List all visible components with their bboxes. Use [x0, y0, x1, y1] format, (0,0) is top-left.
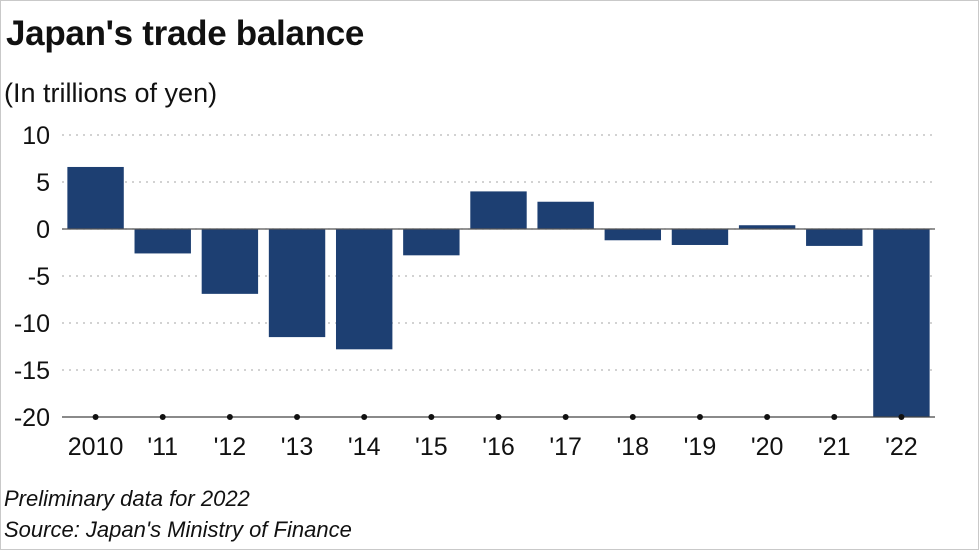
chart-subtitle: (In trillions of yen)	[4, 78, 218, 108]
x-tick-dot	[562, 414, 569, 420]
bar-12	[201, 229, 259, 294]
x-tick-label: '19	[684, 433, 717, 461]
x-tick-dot	[898, 414, 905, 420]
x-tick-label: '22	[885, 433, 918, 461]
x-tick-dot	[831, 414, 838, 420]
y-tick-label: -15	[14, 357, 50, 385]
x-tick-dot	[92, 414, 99, 420]
x-tick-label: '14	[348, 433, 381, 461]
x-tick-dot	[361, 414, 368, 420]
grid-lines	[62, 134, 935, 371]
bar-17	[537, 201, 594, 229]
y-tick-label: 10	[22, 122, 50, 150]
x-tick-label: '13	[281, 433, 314, 461]
y-tick-label: -10	[14, 310, 50, 338]
x-tick-label: 2010	[68, 433, 124, 461]
bar-16	[470, 191, 527, 229]
x-tick-label: '21	[818, 433, 851, 461]
y-tick-label: 5	[36, 169, 50, 197]
x-tick-dot	[629, 414, 636, 420]
y-tick-label: 0	[36, 216, 50, 244]
x-tick-label: '16	[482, 433, 515, 461]
y-tick-label: -20	[14, 404, 50, 432]
x-tick-label: '17	[549, 433, 582, 461]
x-tick-label: '20	[751, 433, 784, 461]
x-tick-dot	[764, 414, 771, 420]
x-tick-dot	[226, 414, 233, 420]
bar-22	[873, 229, 930, 417]
x-tick-dot	[428, 414, 435, 420]
bar-15	[403, 229, 460, 256]
x-tick-dot	[696, 414, 703, 420]
bars	[67, 166, 930, 417]
x-tick-dot	[294, 414, 301, 420]
y-tick-label: -5	[28, 263, 50, 291]
bar-13	[268, 229, 326, 338]
bar-19	[671, 229, 729, 245]
x-tick-label: '11	[147, 433, 178, 461]
bar-18	[604, 229, 662, 241]
x-tick-label: '18	[617, 433, 650, 461]
bar-21	[806, 229, 863, 246]
chart-source: Source: Japan's Ministry of Finance	[4, 517, 352, 542]
x-tick-label: '15	[415, 433, 448, 461]
bar-20	[738, 225, 796, 229]
x-tick-dot	[495, 414, 502, 420]
x-tick-labels: 2010 '11 '12 '13 '14 '15 '16 '17 '18 '19 '20 '21 '22	[68, 433, 918, 461]
bar-2010	[67, 166, 124, 229]
axes	[62, 228, 935, 420]
x-tick-dot	[159, 414, 166, 420]
x-tick-label: '12	[214, 433, 247, 461]
bar-11	[134, 229, 191, 254]
chart-title: Japan's trade balance	[6, 14, 365, 53]
bar-14	[335, 229, 393, 350]
chart-note: Preliminary data for 2022	[4, 486, 250, 511]
y-tick-labels: 10 5 0 -5 -10 -15 -20	[14, 122, 50, 432]
